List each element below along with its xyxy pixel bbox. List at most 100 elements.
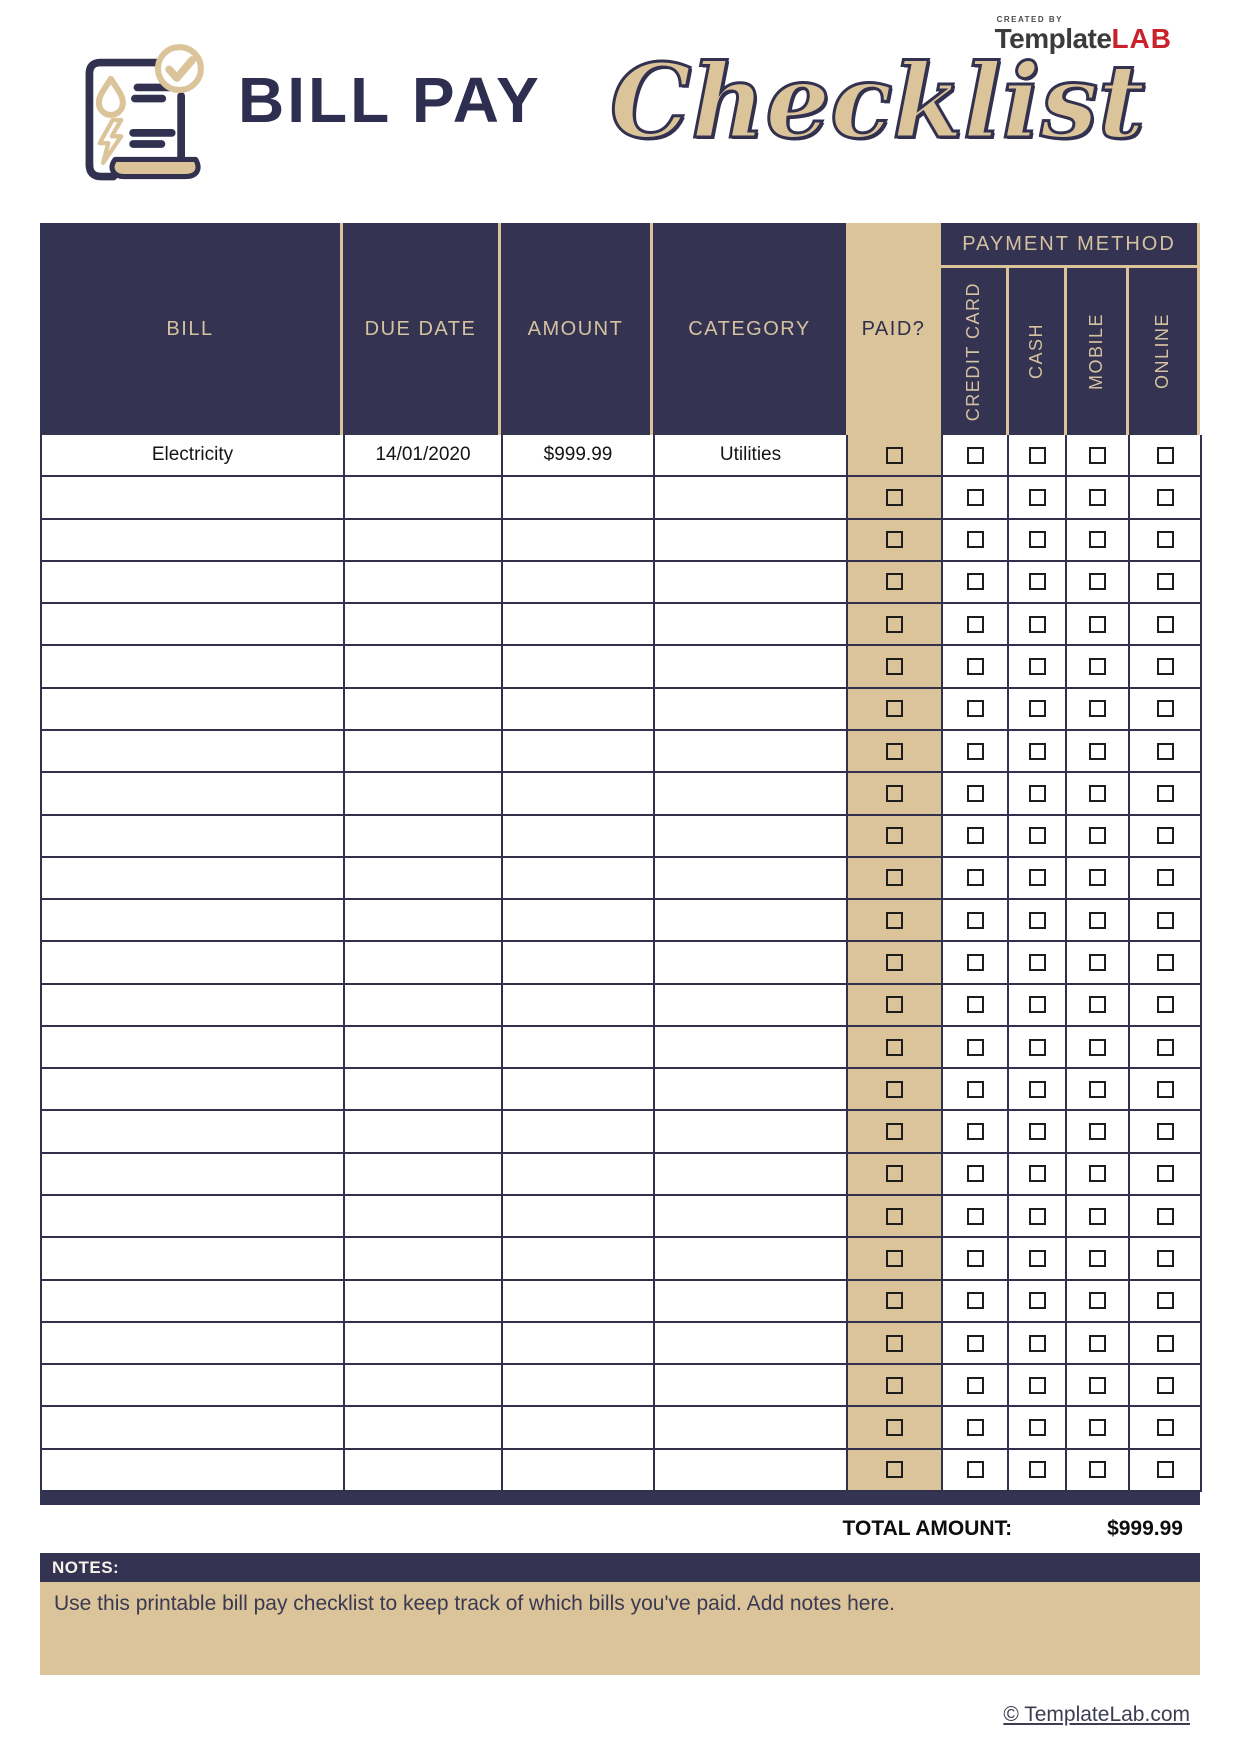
mobile-checkbox[interactable] [1089, 911, 1106, 929]
mobile-checkbox[interactable] [1089, 1461, 1106, 1479]
online-checkbox[interactable] [1156, 1292, 1174, 1310]
cash-checkbox[interactable] [1028, 1038, 1046, 1056]
online-checkbox[interactable] [1156, 488, 1174, 506]
online-checkbox[interactable] [1156, 1207, 1174, 1225]
credit-card-checkbox[interactable] [966, 1461, 984, 1479]
online-checkbox[interactable] [1156, 446, 1174, 464]
mobile-checkbox[interactable] [1089, 953, 1106, 971]
online-checkbox[interactable] [1156, 1249, 1174, 1267]
mobile-checkbox[interactable] [1089, 827, 1106, 845]
mobile-checkbox[interactable] [1089, 1123, 1106, 1141]
online-checkbox[interactable] [1156, 784, 1174, 802]
mobile-checkbox[interactable] [1089, 1292, 1106, 1310]
credit-card-checkbox[interactable] [966, 573, 984, 591]
cash-checkbox[interactable] [1028, 446, 1046, 464]
paid-checkbox[interactable] [886, 1165, 903, 1183]
cash-checkbox[interactable] [1028, 869, 1046, 887]
online-checkbox[interactable] [1156, 1080, 1174, 1098]
credit-card-checkbox[interactable] [966, 869, 984, 887]
cash-checkbox[interactable] [1028, 911, 1046, 929]
mobile-checkbox[interactable] [1089, 742, 1106, 760]
mobile-checkbox[interactable] [1089, 615, 1106, 633]
credit-card-checkbox[interactable] [966, 1207, 984, 1225]
paid-checkbox[interactable] [886, 700, 903, 718]
online-checkbox[interactable] [1156, 911, 1174, 929]
mobile-checkbox[interactable] [1089, 1376, 1106, 1394]
mobile-checkbox[interactable] [1089, 531, 1106, 549]
mobile-checkbox[interactable] [1089, 700, 1106, 718]
credit-card-checkbox[interactable] [966, 953, 984, 971]
credit-card-checkbox[interactable] [966, 1419, 984, 1437]
cash-checkbox[interactable] [1028, 1334, 1046, 1352]
mobile-checkbox[interactable] [1089, 446, 1106, 464]
online-checkbox[interactable] [1156, 700, 1174, 718]
paid-checkbox[interactable] [886, 1207, 903, 1225]
cash-checkbox[interactable] [1028, 531, 1046, 549]
credit-card-checkbox[interactable] [966, 700, 984, 718]
credit-card-checkbox[interactable] [966, 911, 984, 929]
cash-checkbox[interactable] [1028, 488, 1046, 506]
online-checkbox[interactable] [1156, 1461, 1174, 1479]
cash-checkbox[interactable] [1028, 784, 1046, 802]
cash-checkbox[interactable] [1028, 953, 1046, 971]
paid-checkbox[interactable] [886, 1080, 903, 1098]
credit-card-checkbox[interactable] [966, 531, 984, 549]
online-checkbox[interactable] [1156, 953, 1174, 971]
online-checkbox[interactable] [1156, 615, 1174, 633]
cash-checkbox[interactable] [1028, 827, 1046, 845]
cash-checkbox[interactable] [1028, 1080, 1046, 1098]
paid-checkbox[interactable] [886, 827, 903, 845]
paid-checkbox[interactable] [886, 784, 903, 802]
paid-checkbox[interactable] [886, 615, 903, 633]
mobile-checkbox[interactable] [1089, 573, 1106, 591]
credit-card-checkbox[interactable] [966, 1080, 984, 1098]
mobile-checkbox[interactable] [1089, 1207, 1106, 1225]
paid-checkbox[interactable] [886, 996, 903, 1014]
online-checkbox[interactable] [1156, 996, 1174, 1014]
cash-checkbox[interactable] [1028, 1376, 1046, 1394]
mobile-checkbox[interactable] [1089, 1334, 1106, 1352]
paid-checkbox[interactable] [886, 742, 903, 760]
paid-checkbox[interactable] [886, 573, 903, 591]
online-checkbox[interactable] [1156, 869, 1174, 887]
online-checkbox[interactable] [1156, 1419, 1174, 1437]
credit-card-checkbox[interactable] [966, 784, 984, 802]
credit-card-checkbox[interactable] [966, 827, 984, 845]
paid-checkbox[interactable] [886, 869, 903, 887]
online-checkbox[interactable] [1156, 1334, 1174, 1352]
online-checkbox[interactable] [1156, 658, 1174, 676]
credit-card-checkbox[interactable] [966, 996, 984, 1014]
cash-checkbox[interactable] [1028, 1292, 1046, 1310]
cash-checkbox[interactable] [1028, 700, 1046, 718]
credit-card-checkbox[interactable] [966, 1123, 984, 1141]
cash-checkbox[interactable] [1028, 615, 1046, 633]
paid-checkbox[interactable] [886, 1334, 903, 1352]
credit-card-checkbox[interactable] [966, 1165, 984, 1183]
cash-checkbox[interactable] [1028, 742, 1046, 760]
credit-card-checkbox[interactable] [966, 446, 984, 464]
paid-checkbox[interactable] [886, 1376, 903, 1394]
credit-card-checkbox[interactable] [966, 1038, 984, 1056]
mobile-checkbox[interactable] [1089, 1165, 1106, 1183]
cash-checkbox[interactable] [1028, 1123, 1046, 1141]
online-checkbox[interactable] [1156, 531, 1174, 549]
online-checkbox[interactable] [1156, 1038, 1174, 1056]
cash-checkbox[interactable] [1028, 1419, 1046, 1437]
paid-checkbox[interactable] [886, 1038, 903, 1056]
credit-card-checkbox[interactable] [966, 658, 984, 676]
paid-checkbox[interactable] [886, 531, 903, 549]
cash-checkbox[interactable] [1028, 996, 1046, 1014]
online-checkbox[interactable] [1156, 1376, 1174, 1394]
online-checkbox[interactable] [1156, 1165, 1174, 1183]
paid-checkbox[interactable] [886, 1461, 903, 1479]
mobile-checkbox[interactable] [1089, 869, 1106, 887]
mobile-checkbox[interactable] [1089, 784, 1106, 802]
mobile-checkbox[interactable] [1089, 1249, 1106, 1267]
credit-card-checkbox[interactable] [966, 1334, 984, 1352]
cash-checkbox[interactable] [1028, 1461, 1046, 1479]
cash-checkbox[interactable] [1028, 573, 1046, 591]
credit-card-checkbox[interactable] [966, 1292, 984, 1310]
paid-checkbox[interactable] [886, 1249, 903, 1267]
paid-checkbox[interactable] [886, 1292, 903, 1310]
paid-checkbox[interactable] [886, 1123, 903, 1141]
